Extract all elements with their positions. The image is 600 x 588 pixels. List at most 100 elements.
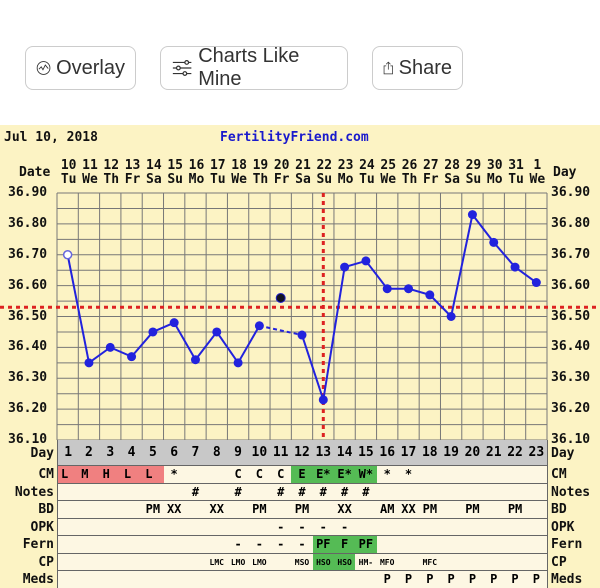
bd-cell [440, 501, 463, 519]
row-label-right-meds: Meds [551, 572, 583, 588]
y-tick-label: 36.40 [8, 339, 48, 355]
opk-cell [248, 518, 272, 536]
date-label: 31 [508, 158, 524, 173]
y-tick-label-right: 36.20 [551, 401, 591, 417]
temp-point [340, 262, 350, 272]
date-label: 1 [533, 158, 542, 173]
y-tick-label-right: 36.60 [551, 277, 591, 293]
row-label-right-bd: BD [551, 502, 567, 518]
cm-cell [525, 466, 548, 484]
cm-cell: * [397, 466, 421, 484]
day-cell: 17 [397, 440, 421, 466]
meds-cell [291, 571, 314, 588]
fern-cell: PF [355, 536, 378, 554]
day-cell: 20 [461, 440, 485, 466]
fern-cell [440, 536, 463, 554]
temp-point [148, 327, 158, 337]
fern-cell [461, 536, 485, 554]
weekday-label: We [231, 172, 247, 187]
y-tick-label-right: 36.50 [551, 308, 591, 324]
temp-line-segment [130, 331, 154, 358]
temp-line-segment [194, 331, 218, 361]
bd-cell: XX [333, 501, 357, 519]
charts-like-mine-button[interactable]: Charts Like Mine [160, 45, 348, 90]
opk-cell: - [312, 518, 335, 536]
fern-cell: - [227, 536, 250, 554]
bd-cell [227, 501, 250, 519]
day-cell: 19 [440, 440, 463, 466]
weekday-label: Tu [359, 172, 375, 187]
temp-point [127, 352, 137, 362]
cp-cell: LMO [227, 553, 250, 571]
cm-cell [419, 466, 442, 484]
cm-cell: L [142, 466, 165, 484]
bd-cell [312, 501, 335, 519]
row-label-notes: Notes [14, 484, 54, 500]
notes-cell [419, 483, 442, 501]
date-label: 20 [273, 158, 290, 173]
weekday-label: Sa [146, 172, 162, 187]
date-label: 29 [465, 158, 482, 173]
meds-cell [355, 571, 378, 588]
date-label: 25 [380, 158, 397, 173]
cp-cell: HM- [355, 553, 378, 571]
share-button[interactable]: Share [372, 46, 463, 90]
bd-cell [270, 501, 293, 519]
meds-cell: P [376, 571, 399, 588]
row-label-right-fern: Fern [551, 537, 583, 553]
cm-cell [206, 466, 229, 484]
opk-cell [184, 518, 208, 536]
meds-cell: P [504, 571, 527, 588]
site-link[interactable]: FertilityFriend.com [220, 130, 369, 145]
cm-cell [184, 466, 208, 484]
day-cell: 11 [270, 440, 293, 466]
cp-cell [525, 553, 548, 571]
share-label: Share [398, 56, 452, 79]
fern-cell [184, 536, 208, 554]
meds-cell [184, 571, 208, 588]
bd-cell [525, 501, 548, 519]
date-label: 16 [188, 158, 205, 173]
row-label-day: Day [30, 445, 54, 461]
weekday-label: We [82, 172, 98, 187]
cm-cell: W* [355, 466, 378, 484]
row-label-cm: CM [38, 467, 54, 483]
day-cell: 12 [291, 440, 314, 466]
temp-point [489, 237, 499, 247]
cp-cell: HSO [333, 553, 357, 571]
cp-cell: HSO [312, 553, 335, 571]
meds-cell: P [440, 571, 463, 588]
fern-cell: PF [312, 536, 335, 554]
day-cell: 16 [376, 440, 399, 466]
day-cell: 8 [206, 440, 229, 466]
row-label-right-opk: OPK [551, 519, 575, 535]
notes-cell: # [333, 483, 357, 501]
temp-line-segment [66, 254, 90, 364]
y-tick-label: 36.70 [8, 246, 48, 262]
cp-cell [397, 553, 421, 571]
day-cell: 10 [248, 440, 272, 466]
cp-cell: MFO [376, 553, 399, 571]
meds-cell [57, 571, 80, 588]
day-cell: 1 [57, 440, 80, 466]
date-label: 18 [231, 158, 247, 173]
meds-cell [248, 571, 272, 588]
cm-cell [483, 466, 506, 484]
temp-point [510, 262, 520, 272]
notes-cell: # [291, 483, 314, 501]
date-label: 15 [167, 158, 183, 173]
row-label-cp: CP [38, 554, 54, 570]
bd-cell [57, 501, 80, 519]
fern-cell: F [333, 536, 357, 554]
fern-cell [504, 536, 527, 554]
day-cell: 2 [78, 440, 101, 466]
opk-cell [419, 518, 442, 536]
notes-cell: # [270, 483, 293, 501]
share-icon [383, 61, 393, 75]
cm-cell: * [376, 466, 399, 484]
overlay-button[interactable]: Overlay [25, 46, 136, 90]
cm-cell: C [227, 466, 250, 484]
cm-cell: E* [333, 466, 357, 484]
meds-cell: P [461, 571, 485, 588]
temp-point [425, 290, 435, 300]
